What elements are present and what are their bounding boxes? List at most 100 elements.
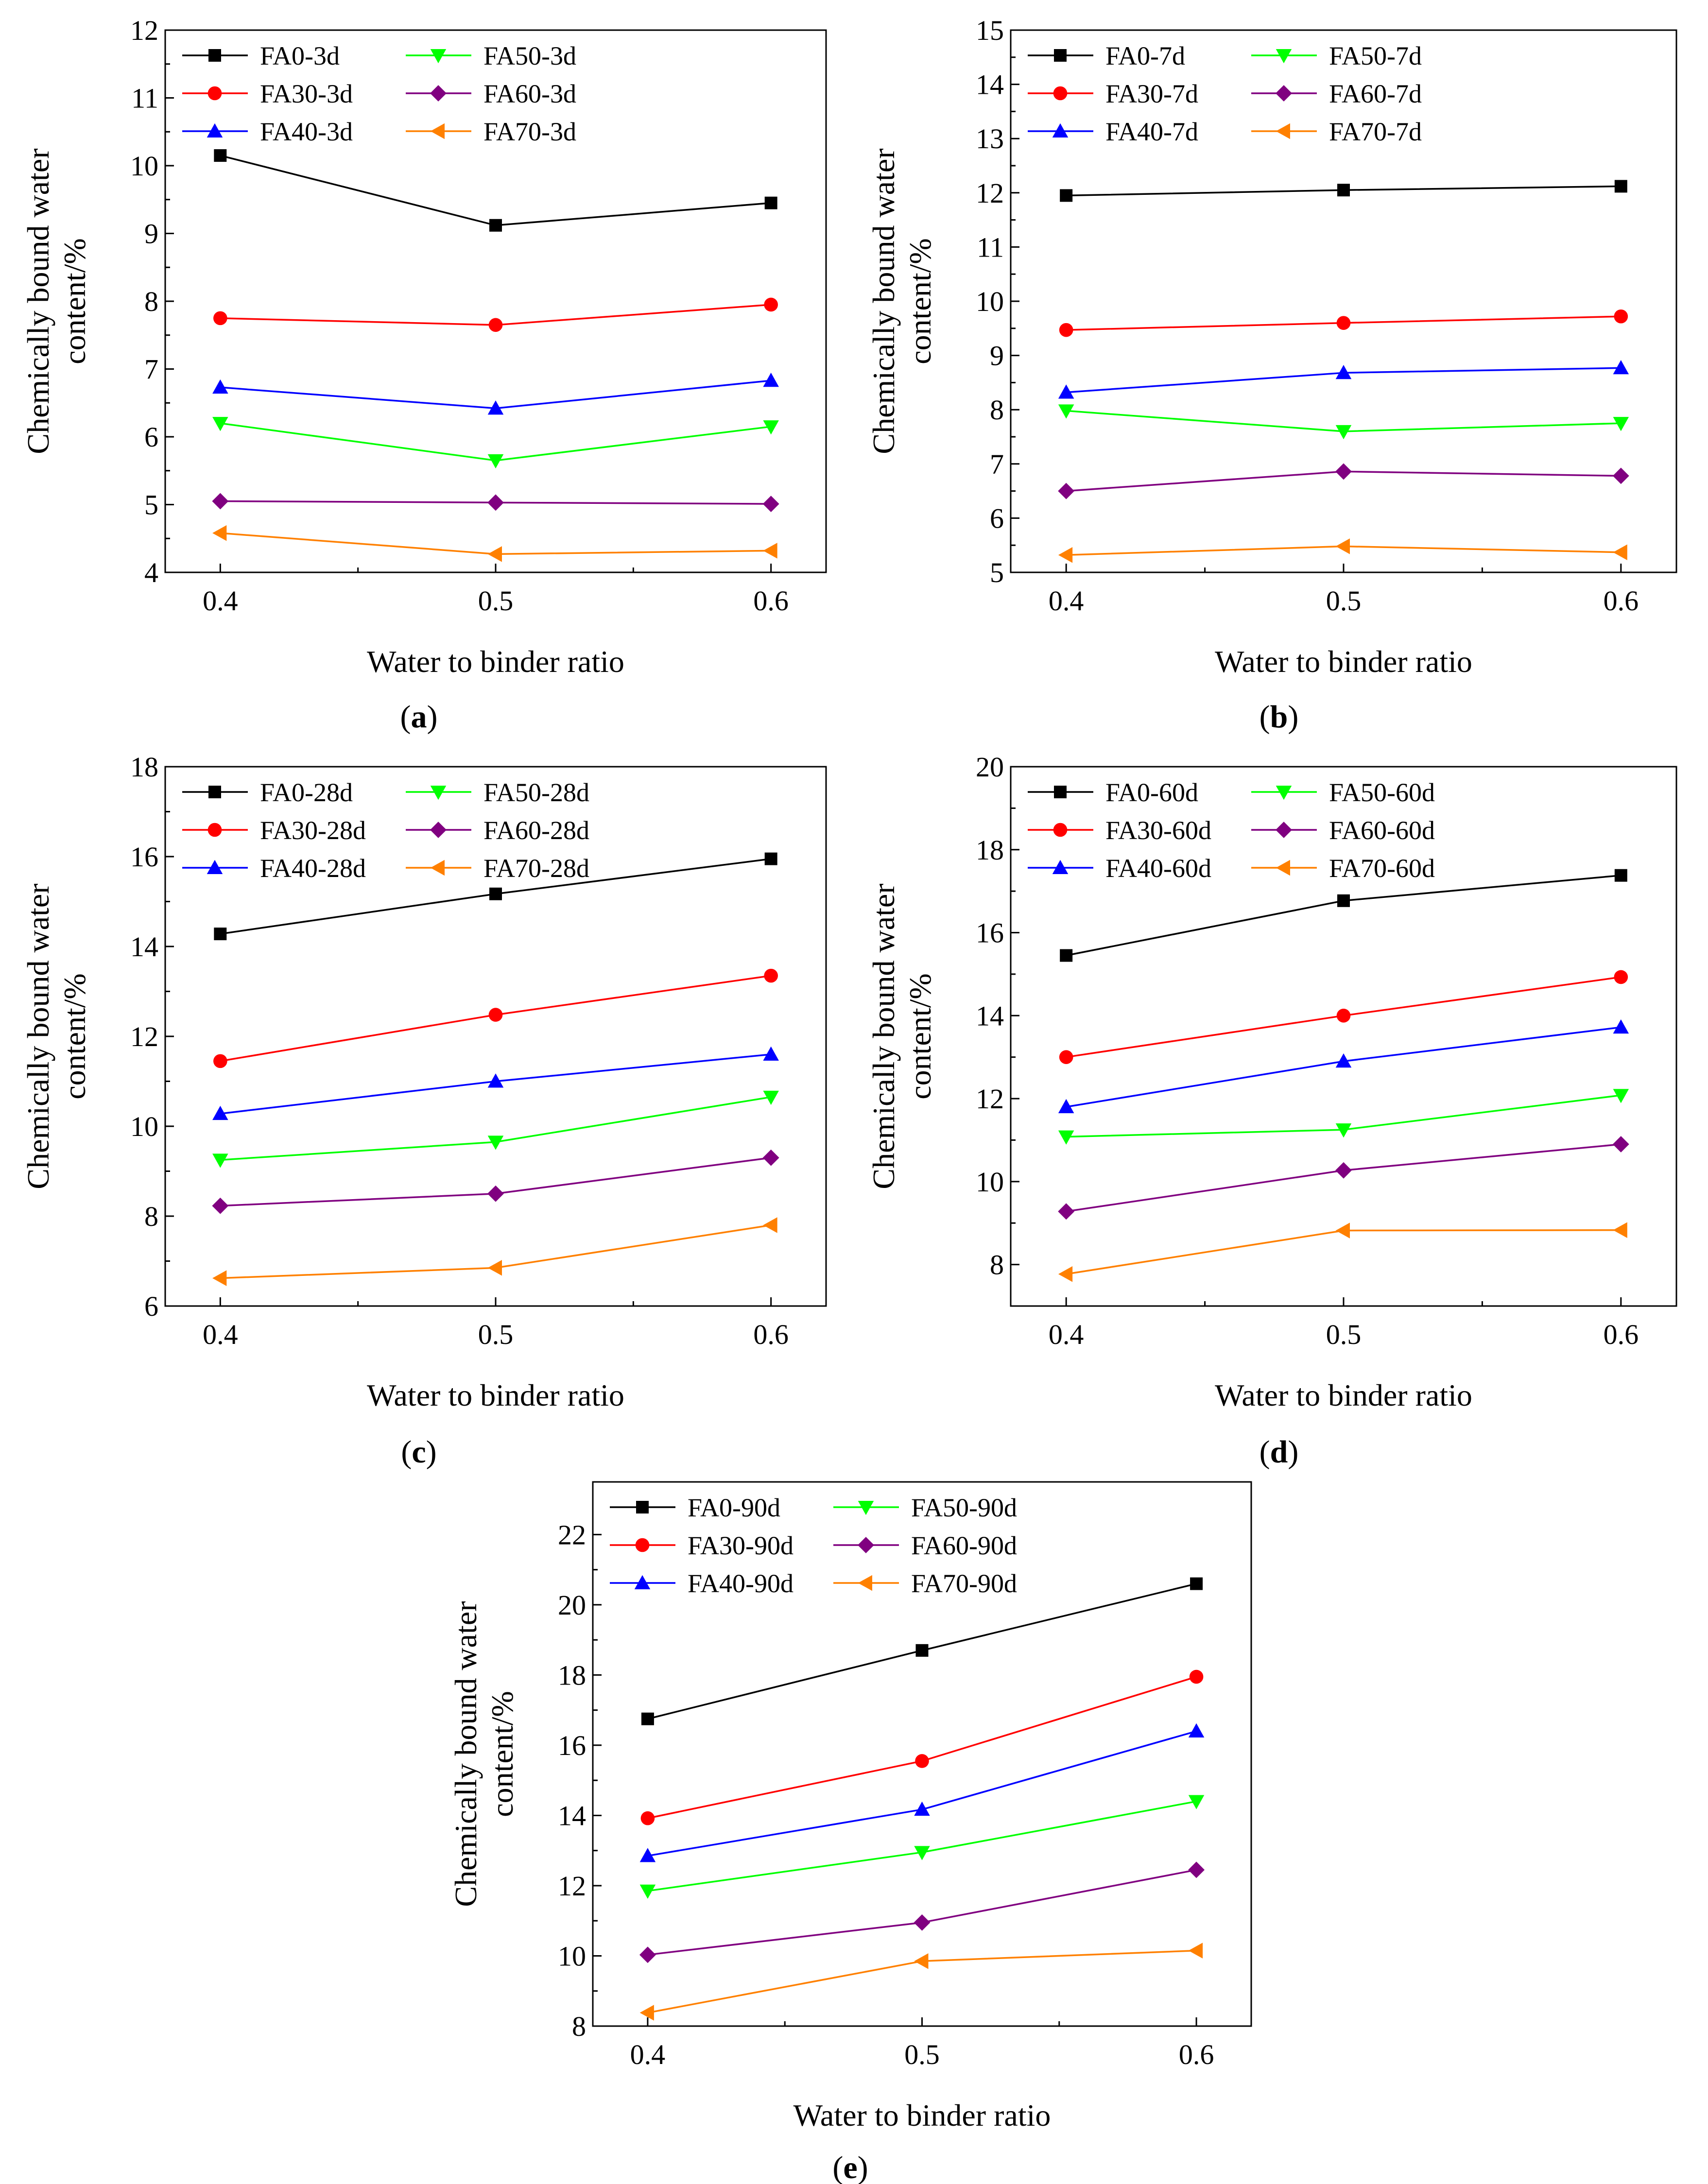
series-line-FA60-90d — [647, 1869, 1197, 1956]
data-point-FA60-7d — [1058, 482, 1075, 499]
x-tick-label: 0.5 — [478, 585, 514, 617]
legend-label: FA50-28d — [483, 778, 589, 807]
legend-label: FA0-3d — [260, 41, 340, 70]
y-tick-label: 12 — [130, 1021, 158, 1052]
data-point-FA50-3d — [487, 454, 504, 469]
chart-panel-b: 5 6 7 8 9 10 11 12 13 14 15 0.4 0.5 0.6 Water to binde… — [866, 15, 1677, 735]
y-axis-label: Chemically bound water — [21, 148, 55, 454]
y-axis-label: Chemically bound water — [449, 1601, 483, 1907]
legend-label: FA40-3d — [260, 117, 353, 146]
y-tick-label: 10 — [558, 1940, 586, 1972]
x-tick-label: 0.4 — [630, 2039, 666, 2070]
legend-label: FA40-60d — [1105, 854, 1211, 883]
plot-frame — [164, 29, 827, 573]
y-tick-label: 10 — [976, 1166, 1004, 1198]
legend-marker — [1276, 860, 1290, 876]
legend-label: FA60-7d — [1329, 79, 1422, 108]
data-point-FA30-3d — [488, 318, 503, 332]
data-point-FA60-3d — [762, 496, 779, 513]
legend-marker — [1052, 860, 1069, 874]
legend-label: FA30-60d — [1105, 816, 1211, 845]
data-point-FA50-28d — [212, 1153, 228, 1168]
data-point-FA40-3d — [763, 372, 779, 387]
y-tick-label: 12 — [558, 1870, 586, 1902]
legend-marker — [1054, 786, 1067, 798]
legend-marker — [1053, 86, 1068, 101]
x-tick-label: 0.6 — [753, 1319, 789, 1350]
data-point-FA30-90d — [915, 1754, 929, 1768]
panel-caption: (e) — [832, 2150, 868, 2184]
data-point-FA60-3d — [212, 493, 229, 510]
data-point-FA50-7d — [1613, 417, 1629, 431]
legend-marker — [430, 49, 447, 64]
data-point-FA70-60d — [1058, 1266, 1073, 1282]
panel-caption-letter: e — [843, 2150, 857, 2184]
x-tick-label: 0.6 — [1179, 2039, 1214, 2070]
data-point-FA50-90d — [639, 1884, 656, 1899]
data-point-FA60-3d — [487, 494, 504, 511]
data-point-FA40-90d — [914, 1801, 930, 1816]
data-point-FA0-90d — [641, 1712, 654, 1725]
panel-caption: (b) — [1259, 699, 1299, 735]
legend-marker — [1276, 85, 1292, 102]
legend-label: FA50-90d — [911, 1493, 1017, 1522]
data-point-FA50-60d — [1335, 1123, 1352, 1138]
data-point-FA70-60d — [1613, 1222, 1627, 1238]
y-tick-label: 20 — [558, 1589, 586, 1621]
data-point-FA70-90d — [639, 2005, 654, 2021]
legend-label: FA40-28d — [260, 854, 366, 883]
y-tick-label: 8 — [144, 286, 158, 317]
data-point-FA50-28d — [487, 1135, 504, 1150]
data-point-FA0-28d — [214, 928, 227, 941]
legend-marker — [208, 786, 221, 798]
data-point-FA0-7d — [1614, 180, 1627, 193]
legend-label: FA60-3d — [483, 79, 576, 108]
data-point-FA30-60d — [1614, 970, 1628, 984]
y-tick-label: 10 — [130, 150, 158, 182]
y-tick-label: 10 — [976, 286, 1004, 317]
y-tick-label: 14 — [130, 931, 158, 963]
legend-label: FA60-28d — [483, 816, 589, 845]
data-point-FA40-60d — [1613, 1019, 1629, 1034]
legend-marker — [430, 85, 447, 102]
data-point-FA40-3d — [487, 400, 504, 415]
data-point-FA60-60d — [1335, 1162, 1352, 1179]
data-point-FA60-28d — [487, 1185, 504, 1202]
y-tick-label: 9 — [990, 340, 1004, 372]
x-axis-label: Water to binder ratio — [1215, 644, 1472, 679]
data-point-FA40-90d — [1188, 1723, 1205, 1738]
data-point-FA0-7d — [1337, 184, 1350, 197]
y-tick-label: 12 — [130, 15, 158, 46]
legend-marker — [207, 860, 223, 874]
y-tick-label: 6 — [144, 421, 158, 453]
y-tick-label: 16 — [130, 841, 158, 873]
data-point-FA0-90d — [915, 1644, 929, 1657]
x-tick-label: 0.4 — [203, 585, 238, 617]
data-point-FA70-28d — [763, 1217, 777, 1233]
data-point-FA70-3d — [763, 543, 777, 559]
legend-marker — [636, 1501, 649, 1513]
legend-label: FA40-7d — [1105, 117, 1198, 146]
series-line-FA0-3d — [220, 155, 771, 226]
panel-caption: (a) — [400, 699, 438, 735]
legend-marker — [634, 1575, 651, 1589]
legend-label: FA70-90d — [911, 1569, 1017, 1598]
legend-label: FA30-7d — [1105, 79, 1198, 108]
y-axis-label: Chemically bound water — [21, 883, 55, 1189]
plot-frame — [1010, 29, 1677, 573]
data-point-FA60-90d — [914, 1914, 931, 1931]
data-point-FA30-90d — [640, 1811, 655, 1825]
data-point-FA40-28d — [212, 1105, 228, 1120]
data-point-FA50-90d — [1188, 1795, 1205, 1809]
series-line-FA70-60d — [1066, 1229, 1621, 1275]
data-point-FA30-90d — [1189, 1669, 1204, 1684]
data-point-FA70-90d — [1188, 1943, 1203, 1959]
y-tick-label: 18 — [558, 1659, 586, 1691]
plot-frame — [592, 1481, 1252, 2027]
data-point-FA30-28d — [764, 968, 778, 983]
legend-marker — [430, 822, 447, 838]
data-point-FA0-3d — [214, 149, 227, 162]
y-tick-label: 5 — [144, 489, 158, 521]
y-tick-label: 8 — [572, 2011, 586, 2042]
legend-marker — [1276, 49, 1292, 64]
